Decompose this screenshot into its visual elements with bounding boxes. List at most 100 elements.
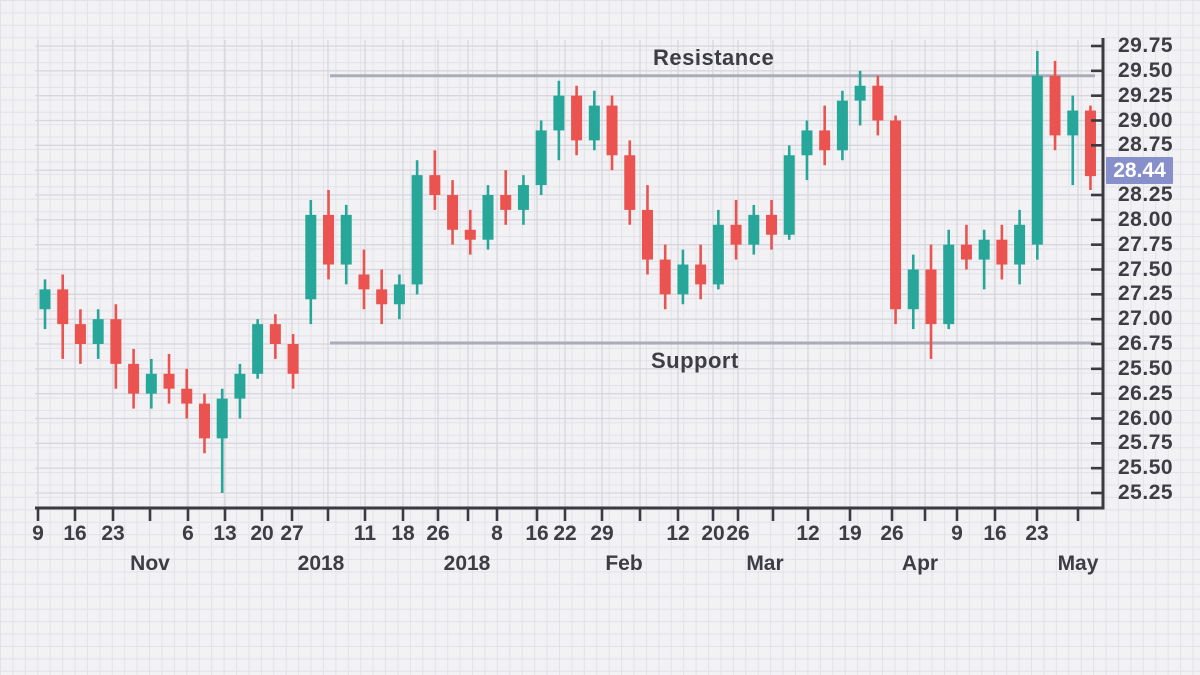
- price-tick-label: 26.00: [1118, 406, 1174, 430]
- candlestick: [836, 90, 848, 161]
- candlestick: [517, 175, 529, 225]
- date-tick-label: 20: [701, 522, 725, 545]
- candlestick: [305, 199, 317, 325]
- candle-body: [517, 185, 529, 210]
- candlestick: [766, 199, 778, 250]
- candlestick: [943, 229, 955, 330]
- candle-body: [553, 95, 565, 131]
- date-tick-label: 19: [838, 522, 862, 545]
- price-tick-label: 29.25: [1118, 83, 1174, 107]
- candle-body: [1049, 75, 1061, 136]
- price-tick-label: 25.75: [1118, 431, 1174, 455]
- price-tick-label: 29.75: [1118, 34, 1174, 57]
- candle-body: [464, 229, 476, 240]
- candlestick: [925, 244, 937, 359]
- candle-body: [110, 319, 122, 364]
- candlestick: [890, 115, 902, 325]
- candle-body: [766, 214, 778, 235]
- date-tick-label: 18: [391, 522, 415, 545]
- date-tick-label: 20: [250, 522, 274, 545]
- candlestick: [783, 145, 795, 240]
- candle-body: [624, 155, 636, 210]
- candlestick: [819, 105, 831, 166]
- candle-body: [128, 363, 140, 394]
- candle-body: [783, 155, 795, 235]
- candlestick: [57, 274, 69, 359]
- candle-body: [500, 195, 512, 210]
- candle-body: [606, 105, 618, 156]
- candlestick: [376, 269, 388, 325]
- candle-body: [376, 289, 388, 305]
- candlestick: [110, 304, 122, 389]
- month-label: May: [1057, 552, 1099, 575]
- candlestick: [145, 358, 157, 409]
- candle-body: [287, 344, 299, 374]
- candlestick: [287, 334, 299, 389]
- candlestick: [163, 353, 175, 404]
- date-tick-label: 9: [32, 522, 44, 545]
- candle-body: [181, 388, 193, 404]
- date-tick-label: 26: [726, 522, 750, 545]
- candle-body: [996, 239, 1008, 265]
- candlestick: [978, 229, 990, 290]
- date-tick-label: 12: [666, 522, 690, 545]
- price-tick-label: 25.50: [1118, 356, 1174, 380]
- candlestick: [606, 95, 618, 171]
- candlestick: [447, 180, 459, 245]
- candlestick: [960, 224, 972, 270]
- candlestick: [1084, 105, 1096, 191]
- candlestick: [677, 249, 689, 305]
- candlestick: [1067, 95, 1079, 186]
- candle-body: [1031, 75, 1043, 245]
- candle-body: [748, 214, 760, 245]
- date-tick-label: 23: [1025, 522, 1049, 545]
- candlestick: [252, 319, 264, 379]
- candle-body: [588, 105, 600, 141]
- candlestick: [854, 70, 866, 126]
- candle-body: [92, 319, 104, 344]
- date-tick-label: 9: [951, 522, 963, 545]
- price-tick-label: 29.50: [1118, 58, 1174, 82]
- price-tick-label: 25.25: [1118, 481, 1174, 504]
- month-label: Feb: [605, 552, 643, 575]
- candle-body: [677, 264, 689, 295]
- candle-body: [872, 85, 884, 121]
- candlestick: [588, 90, 600, 151]
- candlestick: [659, 244, 671, 310]
- candlestick: [358, 249, 370, 310]
- candlestick: [464, 209, 476, 255]
- candle-body: [39, 289, 51, 310]
- candle-body: [801, 130, 813, 156]
- price-tick-label: 26.25: [1118, 381, 1174, 405]
- date-tick-label: 8: [491, 522, 503, 545]
- candlestick: [641, 185, 653, 275]
- candle-body: [145, 373, 157, 394]
- candle-body: [890, 120, 902, 310]
- candle-body: [429, 175, 441, 195]
- date-tick-label: 26: [426, 522, 450, 545]
- candle-body: [269, 324, 281, 344]
- resistance-label: Resistance: [653, 45, 775, 70]
- candlestick: [340, 204, 352, 285]
- candle-body: [1084, 110, 1096, 177]
- candle-body: [907, 269, 919, 310]
- candlestick: [198, 393, 210, 454]
- candle-body: [925, 269, 937, 325]
- candle-body: [340, 214, 352, 265]
- price-tick-label: 27.75: [1118, 232, 1174, 256]
- candlestick: [624, 140, 636, 225]
- candle-body: [163, 373, 175, 389]
- support-label: Support: [651, 348, 739, 373]
- candlestick: [92, 309, 104, 359]
- candle-body: [358, 274, 370, 290]
- candle-body: [854, 85, 866, 101]
- candle-body: [57, 289, 69, 325]
- month-label: Nov: [130, 552, 170, 575]
- date-tick-label: 23: [101, 522, 125, 545]
- date-tick-label: 11: [353, 522, 377, 545]
- candlestick: [996, 224, 1008, 280]
- month-label: 2018: [297, 552, 345, 575]
- candlestick: [535, 120, 547, 195]
- candle-body: [1067, 110, 1079, 136]
